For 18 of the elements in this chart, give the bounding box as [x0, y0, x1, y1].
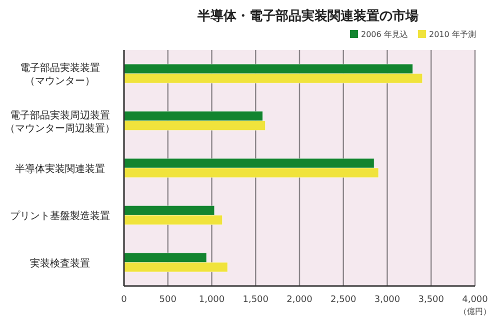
x-tick-label: 0 — [121, 295, 128, 305]
x-tick-label: 3,500 — [418, 295, 444, 305]
legend-label: 2006 年見込 — [361, 30, 408, 39]
y-tick-label: プリント基盤製造装置 — [10, 210, 110, 222]
y-tick-label: 半導体実装関連装置 — [15, 163, 105, 175]
x-tick-label: 3,000 — [374, 295, 400, 305]
x-tick-label: 2,500 — [330, 295, 357, 305]
x-tick-label: 4,000 — [462, 295, 488, 305]
x-axis-title: （億円） — [459, 307, 491, 316]
y-tick-label: 電子部品実装装置（マウンター） — [20, 62, 100, 88]
y-tick-label: 実装検査装置 — [30, 257, 90, 270]
chart-title: 半導体・電子部品実装関連装置の市場 — [196, 8, 418, 24]
x-tick-label: 2,000 — [286, 295, 313, 305]
x-tick-label: 1,000 — [198, 295, 225, 305]
x-tick-label: 1,500 — [242, 295, 269, 305]
x-tick-label: 500 — [159, 295, 177, 305]
y-tick-label: 電子部品実装周辺装置（マウンター周辺装置） — [5, 109, 115, 134]
legend-label: 2010 年予測 — [429, 30, 476, 39]
